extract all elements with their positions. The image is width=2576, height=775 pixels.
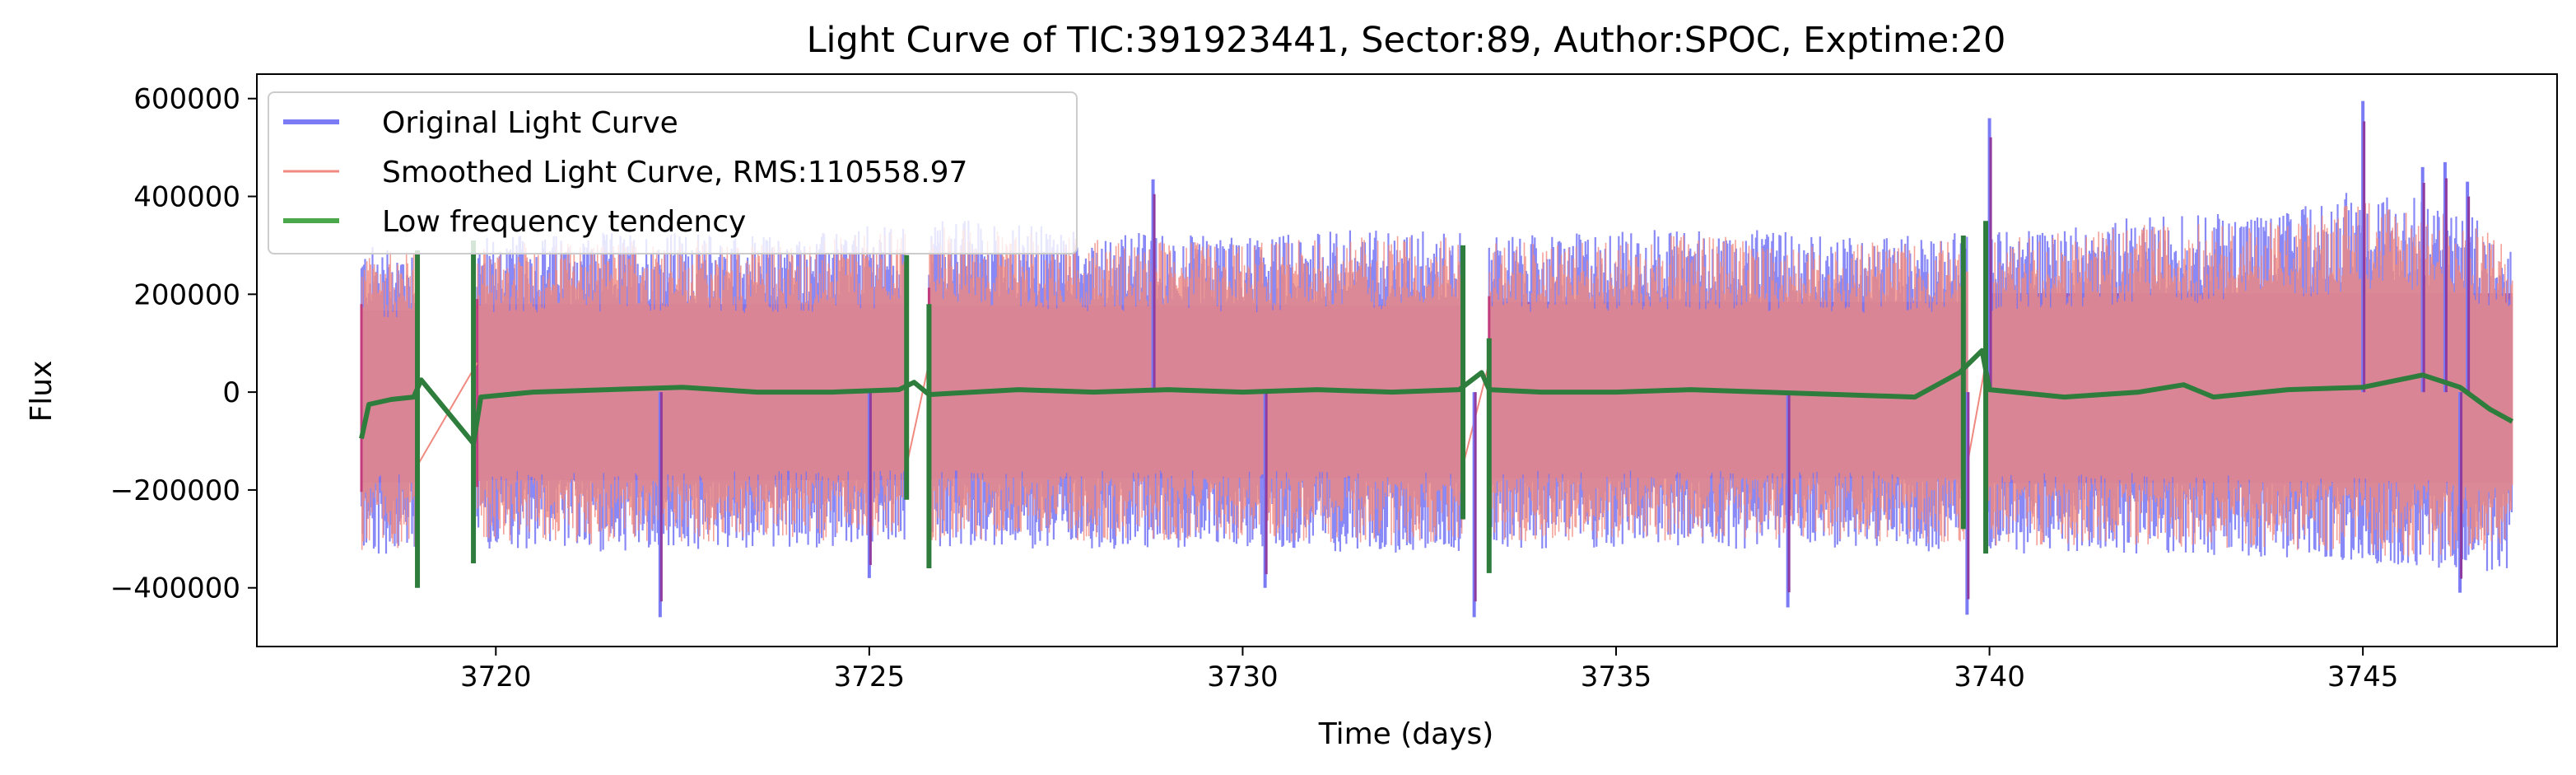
x-tick-label-0: 3720 <box>460 661 532 693</box>
y-tick-label-0: −400000 <box>110 572 240 605</box>
legend: Original Light Curve Smoothed Light Curve… <box>268 91 1078 254</box>
legend-label-1: Smoothed Light Curve, RMS:110558.97 <box>382 156 967 189</box>
y-axis-label: Flux <box>25 361 58 423</box>
x-tick-label-5: 3745 <box>2327 661 2399 693</box>
legend-box <box>268 91 1078 254</box>
x-axis-label: Time (days) <box>1318 717 1494 751</box>
x-tick-label-1: 3725 <box>834 661 906 693</box>
smoothed-gap-bridge-3 <box>1966 362 1987 466</box>
legend-label-0: Original Light Curve <box>382 106 678 140</box>
axes: 3720 3725 3730 3735 3740 3745 −400000 −200000 0 2… <box>110 73 2558 693</box>
chart-title: Light Curve of TIC:391923441, Sector:89,… <box>807 20 2006 61</box>
y-tick-label-2: 0 <box>222 376 240 409</box>
y-tick-label-3: 200000 <box>133 278 240 311</box>
plot-area <box>359 100 2514 618</box>
x-tick-label-4: 3740 <box>1954 661 2025 693</box>
x-tick-label-3: 3735 <box>1581 661 1652 693</box>
axes-frame <box>256 73 2558 647</box>
smoothed-gap-bridge-1 <box>906 362 930 466</box>
y-tick-label-4: 400000 <box>133 181 240 214</box>
legend-label-2: Low frequency tendency <box>382 205 746 239</box>
plot-clip-group <box>359 100 2514 618</box>
low-frequency-line <box>359 348 2514 446</box>
y-tick-label-5: 600000 <box>133 83 240 116</box>
y-tick-label-1: −200000 <box>110 474 240 507</box>
x-tick-label-2: 3730 <box>1207 661 1279 693</box>
